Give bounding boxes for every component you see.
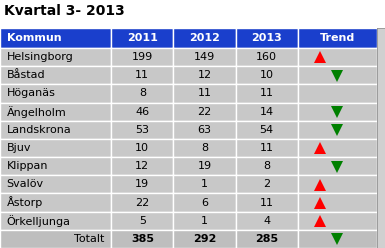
Text: Helsingborg: Helsingborg [7, 52, 74, 62]
Text: Bjuv: Bjuv [7, 143, 31, 153]
Text: 6: 6 [201, 198, 208, 208]
Text: 14: 14 [259, 107, 274, 117]
Text: Kvartal 3- 2013: Kvartal 3- 2013 [4, 4, 125, 18]
Text: 8: 8 [263, 161, 270, 171]
Text: 10: 10 [135, 143, 149, 153]
Text: 160: 160 [256, 52, 277, 62]
Text: 149: 149 [194, 52, 215, 62]
Text: Höganäs: Höganäs [7, 89, 55, 98]
Text: 385: 385 [131, 234, 154, 244]
Text: Kommun: Kommun [7, 33, 61, 43]
Text: 10: 10 [260, 70, 274, 80]
Text: Ängelholm: Ängelholm [7, 106, 67, 118]
Text: 11: 11 [260, 198, 274, 208]
Text: 54: 54 [259, 125, 274, 135]
Text: 19: 19 [198, 161, 212, 171]
Text: 63: 63 [198, 125, 211, 135]
Text: Totalt: Totalt [74, 234, 105, 244]
Text: 46: 46 [135, 107, 149, 117]
Text: 12: 12 [198, 70, 212, 80]
Text: 1: 1 [201, 216, 208, 226]
Text: 292: 292 [193, 234, 216, 244]
Text: Båstad: Båstad [7, 70, 45, 80]
Text: 285: 285 [255, 234, 278, 244]
Text: 4: 4 [263, 216, 270, 226]
Text: 19: 19 [135, 179, 149, 189]
Text: Klippan: Klippan [7, 161, 48, 171]
Text: 2011: 2011 [127, 33, 158, 43]
Text: 11: 11 [135, 70, 149, 80]
Text: Landskrona: Landskrona [7, 125, 72, 135]
Text: Örkelljunga: Örkelljunga [7, 215, 71, 227]
Text: 2: 2 [263, 179, 270, 189]
Text: 11: 11 [260, 89, 274, 98]
Text: 5: 5 [139, 216, 146, 226]
Text: 11: 11 [260, 143, 274, 153]
Text: 8: 8 [139, 89, 146, 98]
Text: Åstorp: Åstorp [7, 197, 43, 209]
Text: Svalöv: Svalöv [7, 179, 44, 189]
Text: 22: 22 [198, 107, 212, 117]
Text: 1: 1 [201, 179, 208, 189]
Text: 2013: 2013 [251, 33, 282, 43]
Text: 2012: 2012 [189, 33, 220, 43]
Text: 22: 22 [135, 198, 149, 208]
Text: 53: 53 [135, 125, 149, 135]
Text: 12: 12 [135, 161, 149, 171]
Text: Trend: Trend [320, 33, 355, 43]
Text: 199: 199 [132, 52, 153, 62]
Text: 11: 11 [198, 89, 211, 98]
Text: 8: 8 [201, 143, 208, 153]
